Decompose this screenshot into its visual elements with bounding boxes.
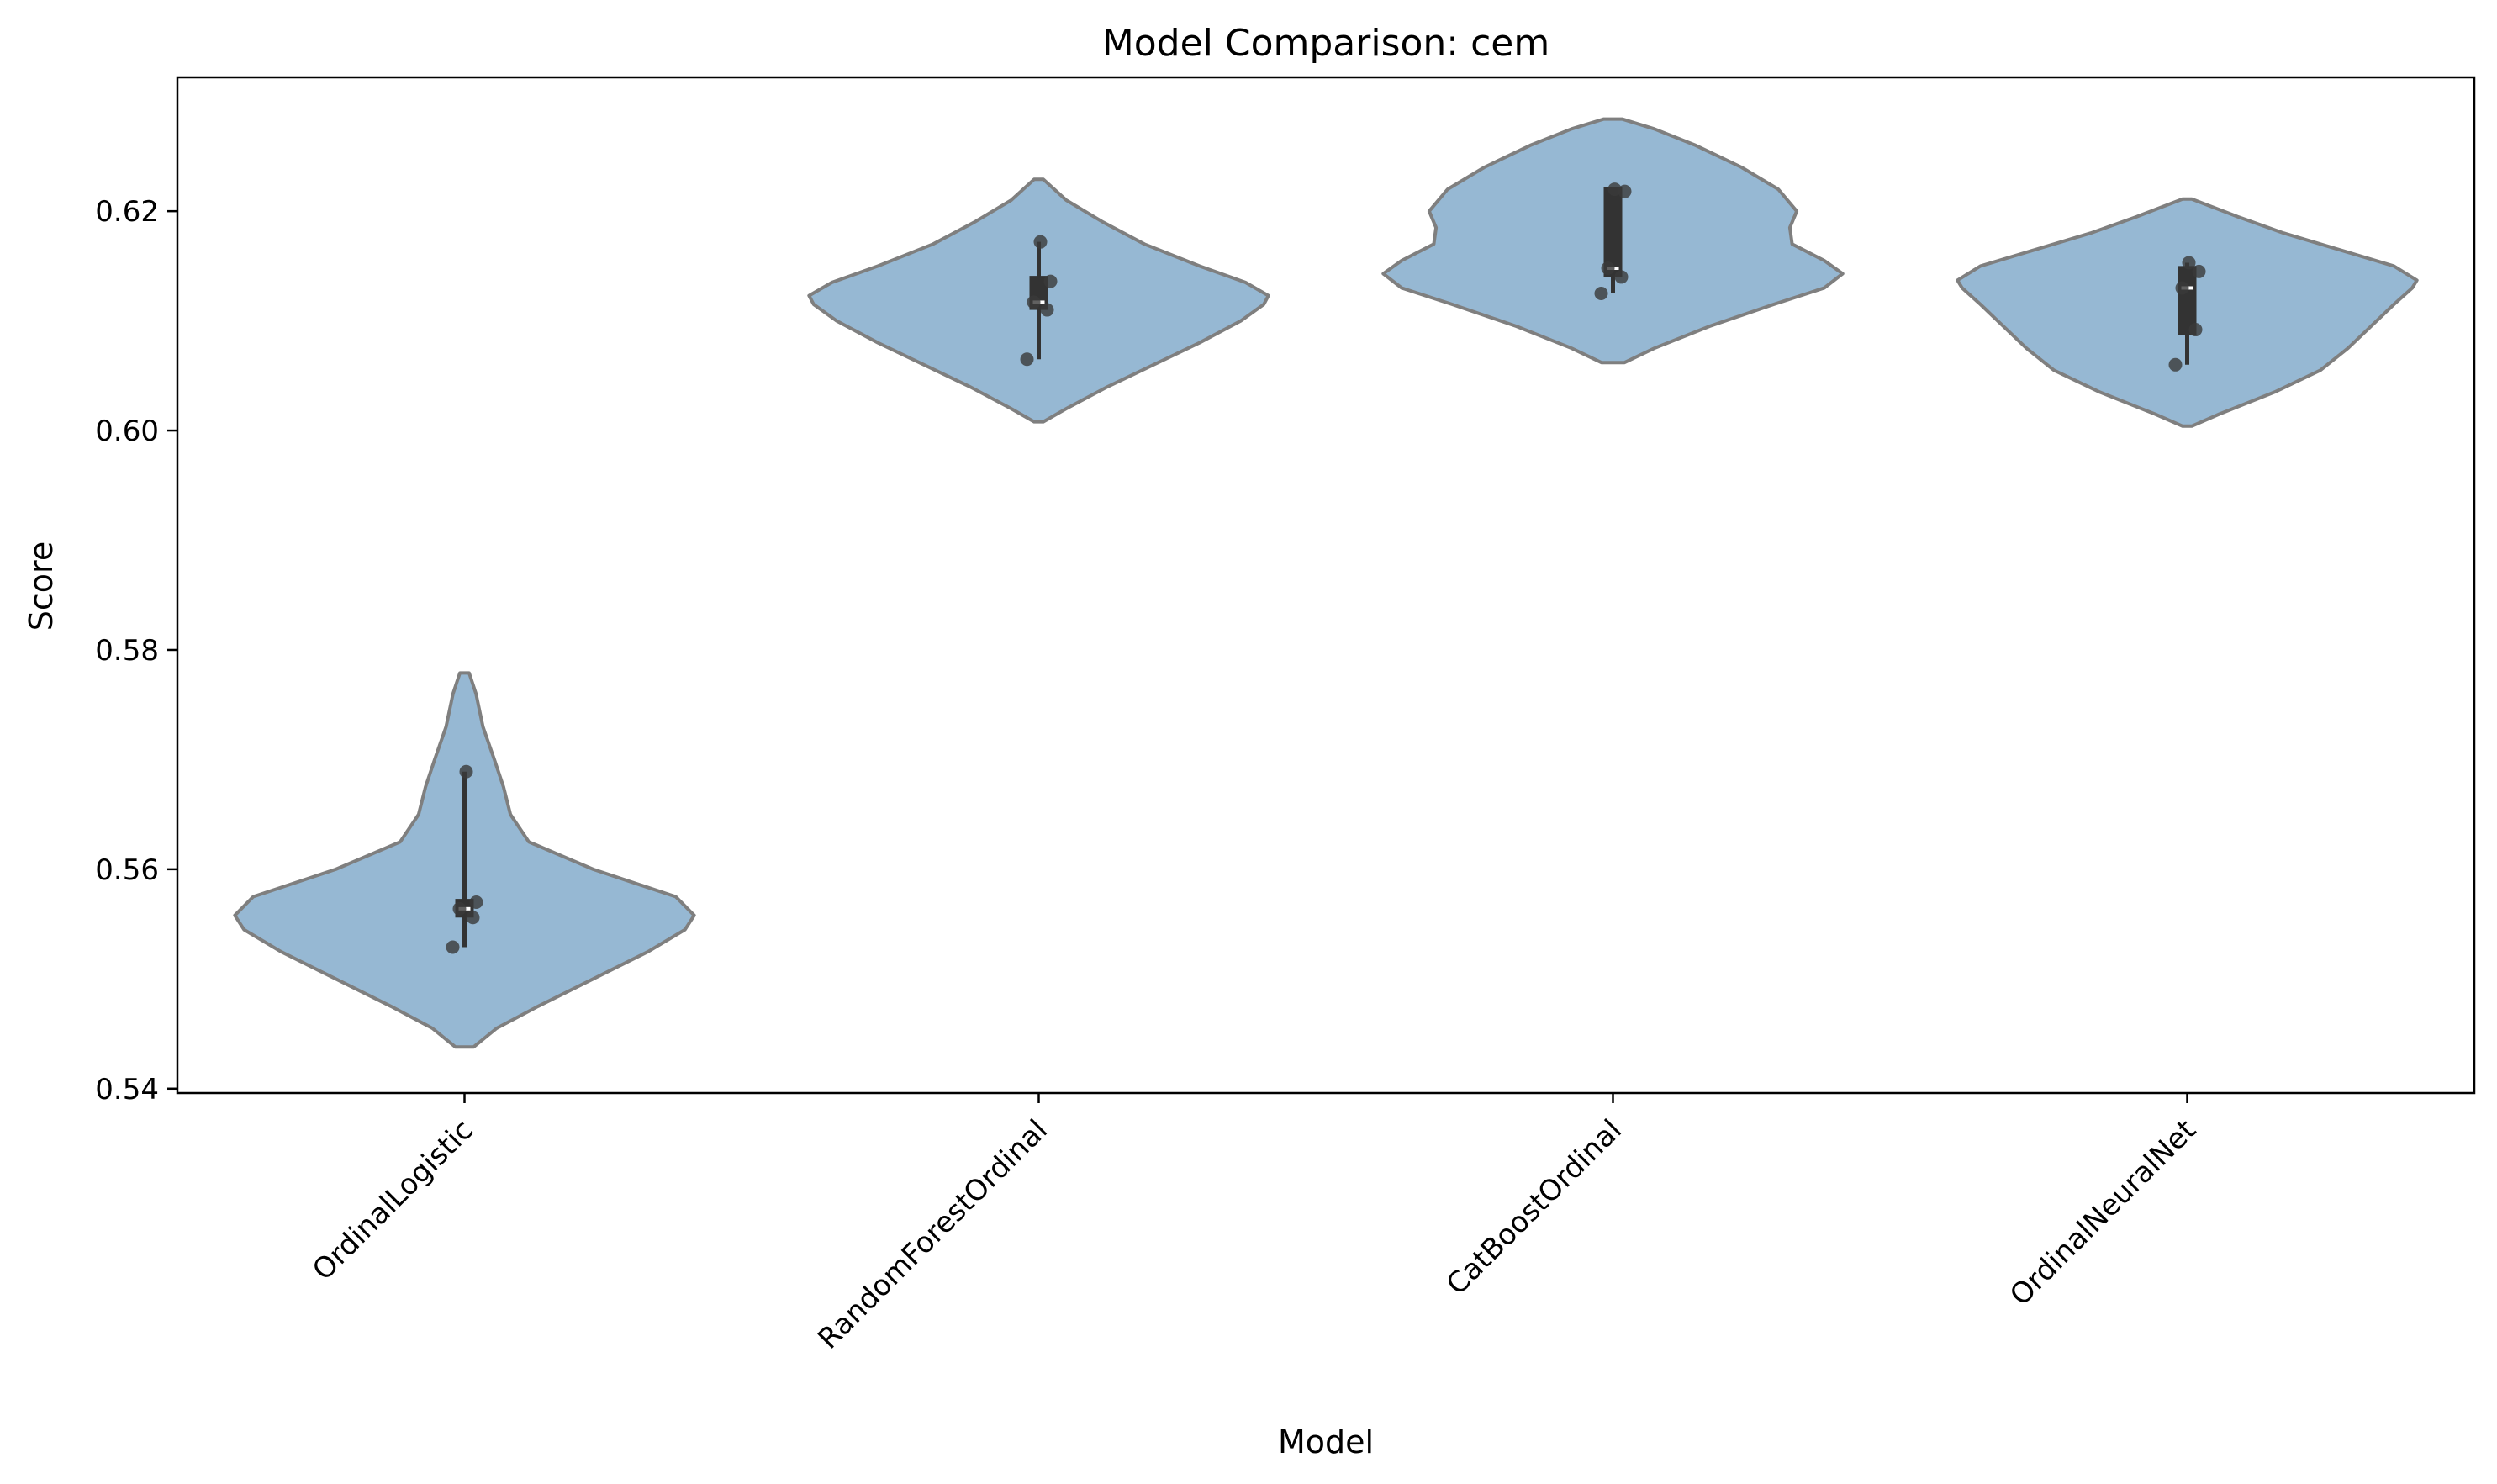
data-point: [1607, 182, 1622, 197]
data-point: [1594, 286, 1608, 300]
data-point: [2175, 281, 2189, 295]
x-tick-label: RandomForestOrdinal: [811, 1113, 1054, 1356]
plot-area: [233, 117, 2419, 1049]
x-tick-label: OrdinalNeuralNet: [2003, 1113, 2203, 1312]
violin-group-CatBoostOrdinal: [1381, 117, 1845, 365]
data-point: [1027, 295, 1041, 309]
data-point: [466, 911, 480, 925]
y-tick-label: 0.62: [95, 195, 159, 229]
violin-group-OrdinalLogistic: [233, 671, 696, 1049]
y-tick-label: 0.58: [95, 634, 159, 668]
data-point: [1040, 303, 1054, 317]
y-tick-label: 0.60: [95, 415, 159, 448]
data-point: [2192, 264, 2206, 278]
data-point: [1033, 235, 1048, 249]
violin-group-RandomForestOrdinal: [807, 177, 1270, 424]
y-tick-label: 0.54: [95, 1073, 159, 1106]
data-point: [2182, 256, 2196, 270]
data-point: [459, 764, 473, 779]
data-point: [469, 895, 483, 910]
iqr-box: [1603, 187, 1623, 277]
y-tick-label: 0.56: [95, 853, 159, 887]
data-point: [1601, 261, 1615, 275]
data-point: [1618, 184, 1632, 198]
data-point: [2188, 323, 2203, 337]
data-point: [446, 940, 460, 954]
data-point: [452, 901, 467, 916]
violin-group-OrdinalNeuralNet: [1956, 197, 2419, 428]
data-point: [1043, 274, 1058, 288]
data-point: [1614, 270, 1629, 284]
plot-frame: [176, 76, 2476, 1095]
data-point: [1020, 352, 1034, 367]
x-tick-label: CatBoostOrdinal: [1440, 1113, 1629, 1302]
data-point: [2168, 357, 2183, 372]
chart-title: Model Comparison: cem: [1102, 22, 1549, 65]
y-axis-label: Score: [23, 541, 60, 631]
y-axis: 0.54 0.56 0.58 0.60 0.62: [95, 195, 177, 1106]
x-tick-label: OrdinalLogistic: [306, 1113, 480, 1287]
x-axis: OrdinalLogistic RandomForestOrdinal CatBoo…: [306, 1093, 2203, 1356]
x-axis-label: Model: [1278, 1423, 1374, 1460]
